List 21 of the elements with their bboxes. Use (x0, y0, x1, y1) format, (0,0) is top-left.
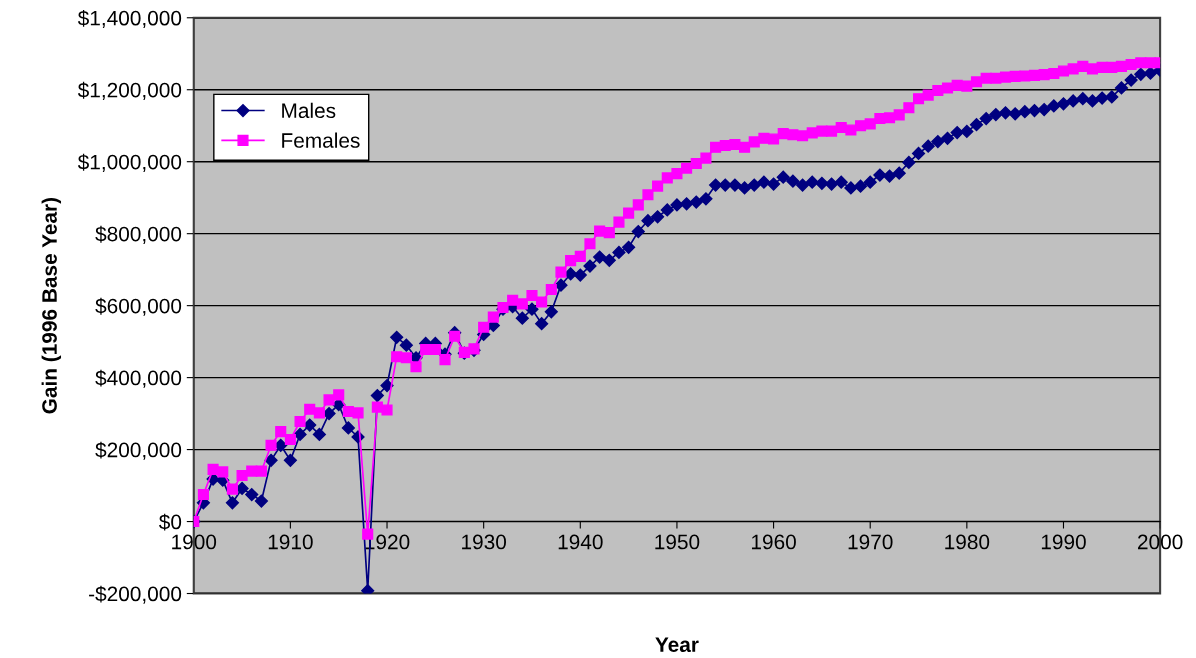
x-axis-title: Year (655, 637, 699, 652)
x-tick-label: 1950 (655, 534, 700, 550)
y-tick-label: $0 (159, 513, 182, 531)
x-tick-label: 1910 (268, 534, 313, 550)
y-tick-label: $400,000 (95, 369, 182, 388)
x-tick-label: 1930 (462, 534, 507, 550)
x-tick-label: 1940 (558, 534, 603, 550)
y-tick-label: $600,000 (95, 297, 182, 316)
x-tick-label: 1970 (848, 534, 893, 550)
legend-label: Males (282, 102, 336, 119)
x-tick-label: 1960 (751, 534, 796, 550)
x-tick-label: 1980 (945, 534, 990, 550)
y-tick-label: -$200,000 (89, 585, 182, 604)
legend-label: Females (282, 132, 360, 148)
y-axis-title: Gain (1996 Base Year) (41, 197, 62, 414)
y-tick-label: $200,000 (95, 441, 182, 460)
y-tick-label: $800,000 (95, 225, 182, 244)
x-tick-label: 1990 (1041, 534, 1086, 550)
y-tick-label: $1,000,000 (77, 153, 182, 172)
y-tick-label: $1,200,000 (77, 81, 182, 100)
y-tick-label: $1,400,000 (77, 9, 182, 28)
